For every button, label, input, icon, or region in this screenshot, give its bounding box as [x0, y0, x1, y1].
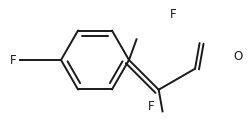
Text: F: F: [169, 7, 176, 21]
Text: F: F: [10, 54, 16, 66]
Text: O: O: [232, 49, 242, 63]
Text: F: F: [147, 99, 154, 113]
